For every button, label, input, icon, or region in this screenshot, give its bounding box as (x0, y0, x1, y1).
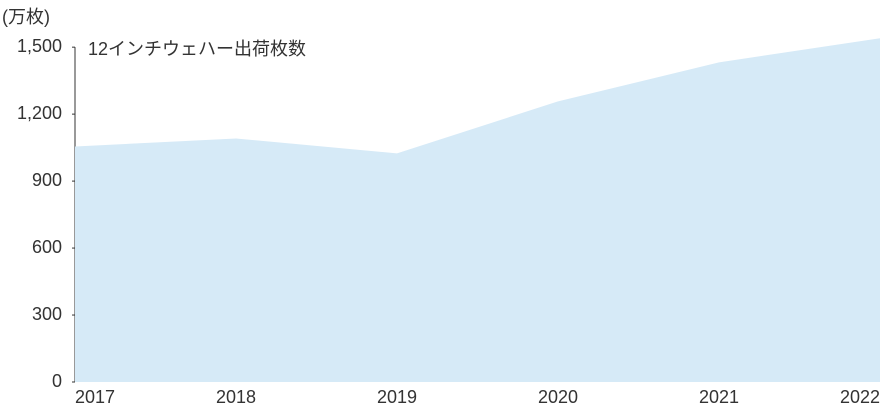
y-tick-label: 0 (52, 371, 62, 391)
x-tick-label: 2022 (840, 387, 880, 407)
y-tick-label: 600 (32, 237, 62, 257)
y-tick-label: 1,500 (17, 36, 62, 56)
y-axis-label: (万枚) (2, 7, 50, 27)
y-tick-label: 300 (32, 304, 62, 324)
x-tick-label: 2020 (538, 387, 578, 407)
x-tick-label: 2017 (75, 387, 115, 407)
x-tick-label: 2019 (377, 387, 417, 407)
chart-title: 12インチウェハー出荷枚数 (88, 39, 306, 59)
area (75, 38, 880, 382)
y-tick-label: 1,200 (17, 103, 62, 123)
x-tick-label: 2018 (216, 387, 256, 407)
x-tick-label: 2021 (699, 387, 739, 407)
y-tick-label: 900 (32, 170, 62, 190)
